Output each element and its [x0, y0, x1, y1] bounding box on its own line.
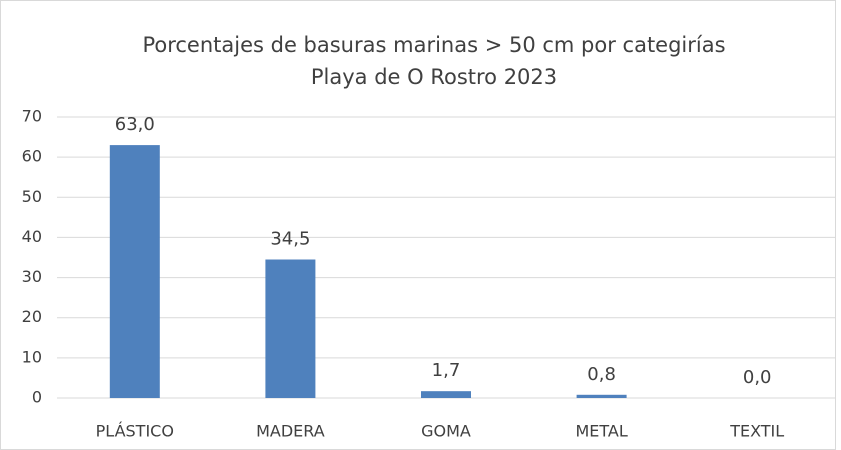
- data-label: 63,0: [115, 114, 155, 135]
- y-tick-label: 0: [32, 388, 42, 407]
- bar: [576, 394, 627, 398]
- y-tick-label: 70: [22, 107, 42, 126]
- data-label: 0,0: [743, 367, 772, 388]
- x-tick-label: GOMA: [421, 422, 471, 441]
- x-tick-label: METAL: [575, 422, 627, 441]
- y-tick-label: 30: [22, 267, 42, 286]
- bar: [265, 259, 316, 398]
- y-tick-label: 40: [22, 227, 42, 246]
- y-tick-label: 20: [22, 307, 42, 326]
- y-tick-label: 50: [22, 187, 42, 206]
- x-tick-label: MADERA: [256, 422, 325, 441]
- bar: [421, 391, 471, 398]
- x-tick-label: PLÁSTICO: [96, 422, 174, 441]
- data-label: 1,7: [432, 360, 461, 381]
- bar: [109, 145, 160, 398]
- y-tick-label: 10: [22, 347, 42, 366]
- x-tick-label: TEXTIL: [729, 422, 784, 441]
- data-label: 34,5: [270, 229, 310, 250]
- y-tick-label: 60: [22, 147, 42, 166]
- chart-subtitle: Playa de O Rostro 2023: [311, 65, 557, 89]
- data-label: 0,8: [587, 364, 616, 385]
- chart-title: Porcentajes de basuras marinas > 50 cm p…: [142, 33, 725, 57]
